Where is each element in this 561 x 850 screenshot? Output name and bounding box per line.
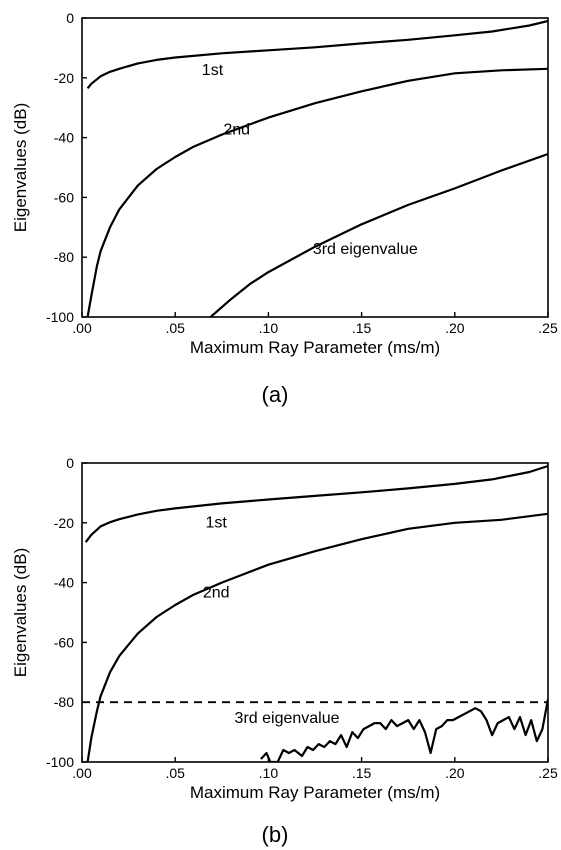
panel-label: (b) [262,822,289,847]
y-tick-label: 0 [66,455,74,471]
curve-label: 1st [206,514,228,531]
series-line-3rd [209,152,548,317]
x-tick-label: .05 [165,765,185,781]
series-line-2nd [86,67,548,317]
curve-label: 3rd eigenvalue [235,710,340,727]
curve-label: 2nd [203,585,230,602]
curve-label: 1st [202,62,224,79]
x-tick-label: .15 [352,765,372,781]
series-line-2nd [86,512,548,762]
series-line-1st [86,19,548,89]
panel-label: (a) [262,382,289,407]
x-tick-label: .00 [72,320,92,336]
y-tick-label: -80 [54,694,74,710]
y-axis-label: Eigenvalues (dB) [11,103,30,232]
x-tick-label: .25 [538,320,558,336]
plot-frame [81,462,549,763]
x-tick-label: .20 [445,765,465,781]
y-tick-label: -20 [54,70,74,86]
series-line-1st [84,464,548,543]
x-tick-label: .20 [445,320,465,336]
y-tick-label: -60 [54,189,74,205]
y-tick-label: 0 [66,10,74,26]
y-tick-label: -100 [46,309,74,325]
y-tick-label: -80 [54,249,74,265]
plot-frame [81,17,549,318]
y-tick-label: -20 [54,515,74,531]
x-tick-label: .15 [352,320,372,336]
curve-label: 3rd eigenvalue [313,241,418,258]
y-tick-label: -40 [54,130,74,146]
y-tick-label: -40 [54,575,74,591]
x-axis-label: Maximum Ray Parameter (ms/m) [190,338,440,357]
y-tick-label: -100 [46,754,74,770]
series-line-3rd [260,698,548,762]
x-tick-label: .10 [259,320,279,336]
x-tick-label: .00 [72,765,92,781]
chart-panel-a: .00 .05 .10 .15 .20 .25 0 -20 -40 -60 -80 -100 Maxim… [11,10,558,407]
x-tick-label: .25 [538,765,558,781]
x-tick-label: .05 [165,320,185,336]
x-axis-label: Maximum Ray Parameter (ms/m) [190,783,440,802]
curve-label: 2nd [223,122,250,139]
y-tick-label: -60 [54,634,74,650]
y-axis-label: Eigenvalues (dB) [11,548,30,677]
x-tick-label: .10 [259,765,279,781]
chart-panel-b: .00 .05 .10 .15 .20 .25 0 -20 -40 -60 -80 -100 Maxim… [11,455,558,847]
